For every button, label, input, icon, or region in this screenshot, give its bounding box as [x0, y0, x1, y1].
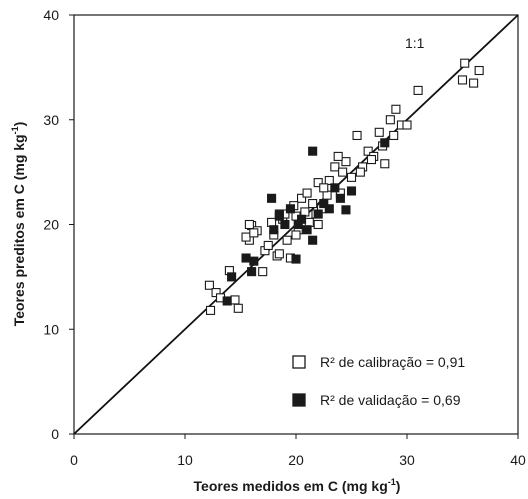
validation-point	[341, 205, 351, 215]
x-tick-label: 20	[288, 452, 304, 468]
calibration-point	[319, 183, 329, 193]
calibration-point	[402, 120, 412, 130]
validation-point	[267, 193, 277, 203]
validation-point	[222, 296, 232, 306]
calibration-point	[389, 130, 399, 141]
validation-point	[346, 186, 357, 196]
calibration-point	[460, 58, 470, 68]
calibration-point	[333, 151, 343, 161]
calibration-point	[346, 172, 357, 182]
calibration-point	[205, 305, 216, 315]
calibration-point	[308, 199, 318, 209]
calibration-point	[374, 127, 384, 137]
validation-point	[291, 254, 301, 264]
validation-point	[280, 219, 290, 230]
calibration-point	[413, 85, 423, 95]
legend: R² de calibração = 0,91 R² de validação =…	[292, 354, 465, 408]
validation-point	[380, 138, 390, 148]
calibration-point	[274, 249, 284, 259]
y-axis-title: Teores preditos em C (mg kg-1)	[10, 122, 27, 327]
calibration-point	[230, 295, 240, 305]
validation-point	[269, 225, 279, 235]
calibration-point	[355, 167, 365, 177]
legend-marker-validation	[292, 393, 306, 407]
calibration-point	[263, 240, 273, 250]
validation-point	[247, 267, 257, 277]
calibration-point	[244, 219, 254, 230]
calibration-point	[204, 280, 214, 290]
validation-point	[319, 199, 329, 209]
calibration-point	[474, 65, 484, 76]
legend-marker-calibration	[292, 355, 306, 369]
validation-point	[330, 183, 340, 193]
validation-point	[293, 219, 303, 230]
validation-point	[227, 272, 237, 282]
calibration-point	[249, 228, 259, 238]
x-tick-label: 0	[70, 452, 78, 468]
calibration-point	[302, 188, 312, 198]
y-tick-label: 20	[43, 217, 59, 233]
x-axis-title: Teores medidos em C (mg kg-1)	[194, 477, 401, 494]
calibration-point	[385, 115, 395, 125]
calibration-point	[457, 75, 468, 85]
y-tick-label: 10	[43, 321, 59, 337]
y-tick-label: 40	[43, 7, 59, 23]
calibration-point	[258, 267, 268, 277]
calibration-point	[469, 78, 479, 88]
calibration-point	[282, 235, 292, 245]
calibration-point	[380, 159, 390, 169]
calibration-point	[338, 167, 348, 177]
calibration-point	[324, 175, 334, 186]
y-axis-unit-superscript: -1	[10, 126, 20, 134]
annotation-1-1: 1:1	[405, 35, 425, 51]
calibration-point	[352, 130, 362, 141]
calibration-point	[233, 303, 243, 313]
calibration-point	[241, 232, 251, 242]
y-tick-label: 0	[51, 426, 59, 442]
y-axis-ticks: 0 10 20 30 40	[43, 7, 74, 442]
validation-point	[308, 146, 318, 156]
calibration-point	[366, 155, 377, 165]
x-axis-ticks: 0 10 20 30 40	[70, 434, 526, 468]
legend-label-validation: R² de validação = 0,69	[320, 392, 461, 408]
x-axis-unit-superscript: -1	[388, 477, 396, 487]
y-tick-label: 30	[43, 112, 59, 128]
calibration-point	[291, 230, 301, 240]
validation-point	[335, 193, 345, 203]
data-points	[204, 58, 484, 315]
calibration-point	[391, 104, 401, 114]
x-tick-label: 40	[510, 452, 526, 468]
calibration-point	[313, 219, 323, 230]
validation-point	[249, 256, 259, 266]
calibration-point	[330, 162, 340, 172]
calibration-point	[341, 157, 351, 167]
calibration-point	[296, 193, 307, 203]
x-tick-label: 10	[177, 452, 193, 468]
legend-label-calibration: R² de calibração = 0,91	[320, 354, 465, 370]
validation-point	[313, 209, 323, 219]
validation-point	[302, 225, 312, 235]
validation-point	[241, 253, 251, 263]
x-tick-label: 30	[399, 452, 415, 468]
validation-point	[308, 235, 318, 245]
calibration-point	[313, 178, 323, 188]
validation-point	[285, 204, 296, 214]
validation-point	[274, 211, 284, 221]
validation-point	[324, 204, 334, 214]
